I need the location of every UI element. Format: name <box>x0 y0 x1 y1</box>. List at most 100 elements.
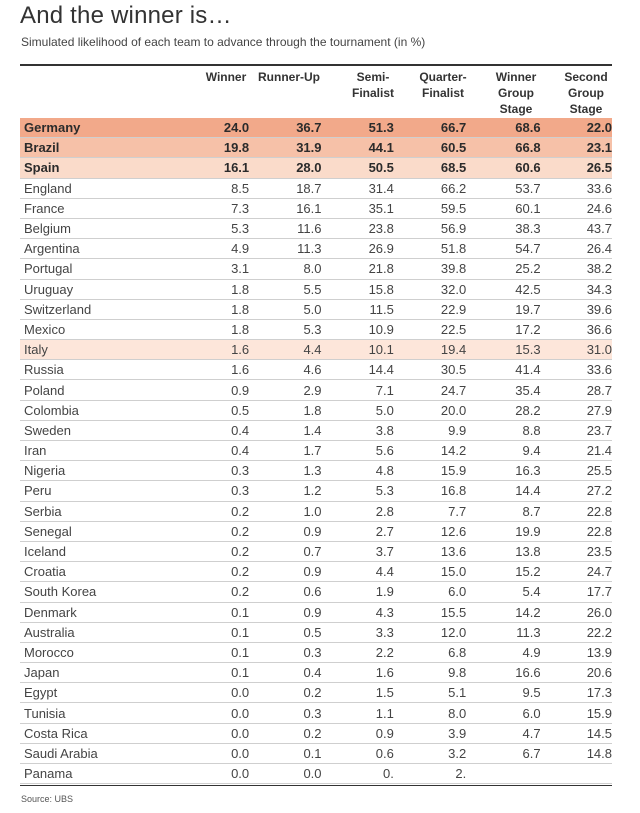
value-cell: 0.9 <box>321 723 394 744</box>
value-cell: 1.8 <box>198 279 250 300</box>
value-cell: 7.7 <box>393 501 467 522</box>
value-cell: 0.0 <box>198 702 250 724</box>
value-cell: 0.1 <box>198 662 250 684</box>
team-name: Spain <box>20 157 199 179</box>
value-cell: 11.3 <box>249 238 322 260</box>
value-cell: 13.8 <box>466 541 541 563</box>
value-cell: 0.9 <box>198 379 250 401</box>
table-row: Italy 1.6 4.4 10.1 19.4 15.3 31.0 <box>20 339 612 361</box>
table-row: Uruguay 1.8 5.5 15.8 32.0 42.5 34.3 <box>20 279 612 300</box>
value-cell: 4.9 <box>198 238 250 260</box>
value-cell: 60.1 <box>466 198 541 219</box>
value-cell: 15.3 <box>466 339 541 361</box>
value-cell: 14.4 <box>466 480 541 502</box>
team-name: Australia <box>20 622 199 643</box>
header-runner-up: Runner-Up <box>258 70 320 84</box>
value-cell: 50.5 <box>321 157 394 179</box>
value-cell: 23.1 <box>540 137 612 159</box>
value-cell: 0.0 <box>198 682 250 704</box>
team-name: South Korea <box>20 581 199 603</box>
team-name: Switzerland <box>20 299 199 320</box>
value-cell: 15.9 <box>393 460 467 482</box>
value-cell: 36.7 <box>249 118 322 139</box>
likelihood-table: Germany 24.0 36.7 51.3 66.7 68.6 22.0 Brazil 19.… <box>20 118 612 785</box>
table-row: Morocco 0.1 0.3 2.2 6.8 4.9 13.9 <box>20 642 612 664</box>
team-name: Poland <box>20 379 199 401</box>
team-name: France <box>20 198 199 219</box>
value-cell: 66.8 <box>466 137 541 159</box>
value-cell: 10.9 <box>321 319 394 341</box>
value-cell: 23.8 <box>321 218 394 240</box>
value-cell: 14.5 <box>540 723 612 744</box>
value-cell: 30.5 <box>393 359 467 381</box>
value-cell: 1.6 <box>198 359 250 381</box>
value-cell: 31.4 <box>321 178 394 199</box>
value-cell: 1.8 <box>198 319 250 341</box>
value-cell: 1.6 <box>198 339 250 361</box>
team-name: Nigeria <box>20 460 199 482</box>
value-cell: 0.9 <box>249 602 322 623</box>
value-cell: 39.8 <box>393 258 467 280</box>
value-cell: 19.4 <box>393 339 467 361</box>
value-cell: 0.2 <box>249 723 322 744</box>
value-cell: 7.1 <box>321 379 394 401</box>
value-cell: 22.8 <box>540 521 612 542</box>
value-cell: 5.5 <box>249 279 322 300</box>
value-cell: 59.5 <box>393 198 467 219</box>
team-name: Belgium <box>20 218 199 240</box>
value-cell: 5.3 <box>198 218 250 240</box>
value-cell: 5.3 <box>249 319 322 341</box>
table-row: England 8.5 18.7 31.4 66.2 53.7 33.6 <box>20 178 612 199</box>
table-row: Portugal 3.1 8.0 21.8 39.8 25.2 38.2 <box>20 258 612 280</box>
value-cell: 27.9 <box>540 400 612 421</box>
value-cell: 28.7 <box>540 379 612 401</box>
value-cell: 18.7 <box>249 178 322 199</box>
value-cell: 28.2 <box>466 400 541 421</box>
value-cell: 17.2 <box>466 319 541 341</box>
value-cell: 11.6 <box>249 218 322 240</box>
value-cell: 5.0 <box>321 400 394 421</box>
value-cell: 21.8 <box>321 258 394 280</box>
value-cell: 0.9 <box>249 561 322 583</box>
value-cell: 16.3 <box>466 460 541 482</box>
value-cell: 5.6 <box>321 440 394 462</box>
header-quarter-finalist: Quarter- Finalist <box>419 70 467 100</box>
value-cell: 16.8 <box>393 480 467 502</box>
value-cell: 24.0 <box>198 118 250 139</box>
value-cell: 22.9 <box>393 299 467 320</box>
value-cell: 60.6 <box>466 157 541 179</box>
value-cell: 27.2 <box>540 480 612 502</box>
value-cell: 21.4 <box>540 440 612 462</box>
value-cell: 32.0 <box>393 279 467 300</box>
team-name: Senegal <box>20 521 199 542</box>
team-name: Croatia <box>20 561 199 583</box>
value-cell: 15.2 <box>466 561 541 583</box>
value-cell: 1.6 <box>321 662 394 684</box>
value-cell: 3.7 <box>321 541 394 563</box>
value-cell: 14.8 <box>540 743 612 765</box>
value-cell: 0.2 <box>198 521 250 542</box>
value-cell: 0.2 <box>249 682 322 704</box>
value-cell: 6.0 <box>466 702 541 724</box>
table-row: Sweden 0.4 1.4 3.8 9.9 8.8 23.7 <box>20 420 612 442</box>
table-row: Argentina 4.9 11.3 26.9 51.8 54.7 26.4 <box>20 238 612 260</box>
value-cell: 22.5 <box>393 319 467 341</box>
value-cell: 43.7 <box>540 218 612 240</box>
value-cell: 56.9 <box>393 218 467 240</box>
value-cell: 0.0 <box>198 743 250 765</box>
team-name: Iran <box>20 440 199 462</box>
table-row: Australia 0.1 0.5 3.3 12.0 11.3 22.2 <box>20 622 612 643</box>
table-row: Nigeria 0.3 1.3 4.8 15.9 16.3 25.5 <box>20 460 612 482</box>
value-cell: 41.4 <box>466 359 541 381</box>
table-row: Germany 24.0 36.7 51.3 66.7 68.6 22.0 <box>20 118 612 139</box>
value-cell: 38.3 <box>466 218 541 240</box>
value-cell: 44.1 <box>321 137 394 159</box>
value-cell: 1.3 <box>249 460 322 482</box>
value-cell: 9.9 <box>393 420 467 442</box>
value-cell: 35.4 <box>466 379 541 401</box>
value-cell: 2.7 <box>321 521 394 542</box>
value-cell: 51.8 <box>393 238 467 260</box>
table-row: Serbia 0.2 1.0 2.8 7.7 8.7 22.8 <box>20 501 612 522</box>
value-cell: 31.0 <box>540 339 612 361</box>
value-cell: 26.9 <box>321 238 394 260</box>
